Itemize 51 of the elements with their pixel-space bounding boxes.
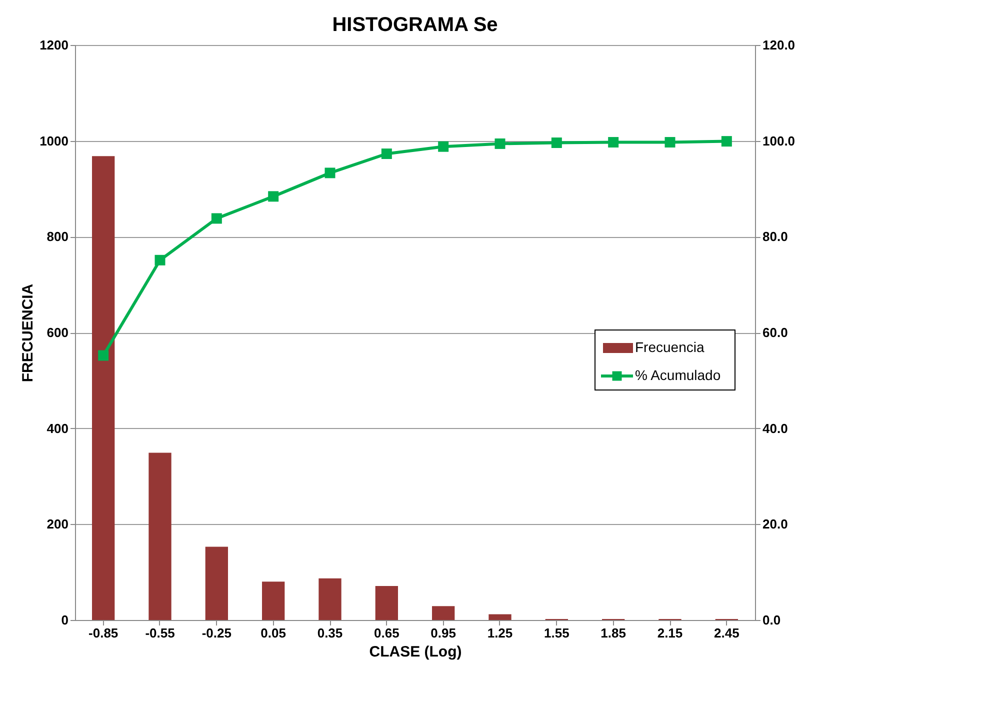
y2-tick-label: 20.0 — [762, 516, 788, 532]
y2-tick-label: 0.0 — [762, 612, 781, 628]
bar — [262, 582, 285, 620]
point — [154, 254, 166, 266]
bar — [375, 586, 398, 620]
y-tick-label: 800 — [46, 229, 68, 244]
bar — [488, 614, 512, 620]
bar — [432, 606, 455, 620]
bar — [148, 452, 172, 620]
y-tick-label: 0 — [61, 612, 68, 628]
x-tick-label: 1.55 — [544, 626, 570, 640]
y-axis-title: FRECUENCIA — [20, 284, 37, 382]
bar — [205, 546, 228, 620]
y2-tick-label: 40.0 — [762, 420, 788, 436]
point — [494, 138, 506, 149]
x-tick-label: 0.35 — [317, 626, 343, 640]
point — [438, 141, 449, 152]
point — [324, 168, 336, 178]
y-tick-label: 1000 — [40, 133, 68, 148]
point — [381, 148, 392, 160]
point — [211, 213, 222, 224]
y-tick-label: 400 — [46, 420, 68, 436]
bar — [92, 156, 115, 620]
x-tick-label: 1.85 — [600, 626, 626, 640]
y2-tick-label: 80.0 — [762, 229, 788, 244]
x-axis-title: CLASE (Log) — [369, 644, 462, 660]
x-tick-label: 0.65 — [374, 626, 400, 640]
legend-label: Frecuencia — [635, 339, 704, 355]
x-tick-label: 2.45 — [714, 626, 740, 640]
point — [98, 350, 109, 361]
point — [551, 138, 562, 148]
y2-tick-label: 120.0 — [762, 38, 796, 52]
point — [268, 191, 279, 202]
x-tick-label: 0.05 — [260, 626, 286, 640]
y-tick-label: 200 — [46, 516, 68, 532]
point — [608, 137, 619, 148]
x-tick-label: 1.25 — [487, 626, 513, 640]
chart-title: HISTOGRAMA Se — [332, 14, 498, 36]
legend-label: % Acumulado — [635, 367, 721, 383]
x-tick-label: -0.55 — [145, 626, 175, 640]
x-tick-label: 0.95 — [430, 626, 456, 640]
point — [721, 136, 732, 147]
point — [664, 137, 676, 148]
y-tick-label: 1200 — [40, 38, 68, 52]
y-tick-label: 600 — [46, 325, 68, 340]
bar — [318, 578, 342, 620]
y2-tick-label: 60.0 — [762, 325, 788, 340]
x-tick-label: -0.25 — [202, 626, 232, 640]
x-tick-label: 2.15 — [657, 626, 683, 640]
y2-tick-label: 100.0 — [762, 133, 796, 148]
x-tick-label: -0.85 — [88, 626, 118, 640]
